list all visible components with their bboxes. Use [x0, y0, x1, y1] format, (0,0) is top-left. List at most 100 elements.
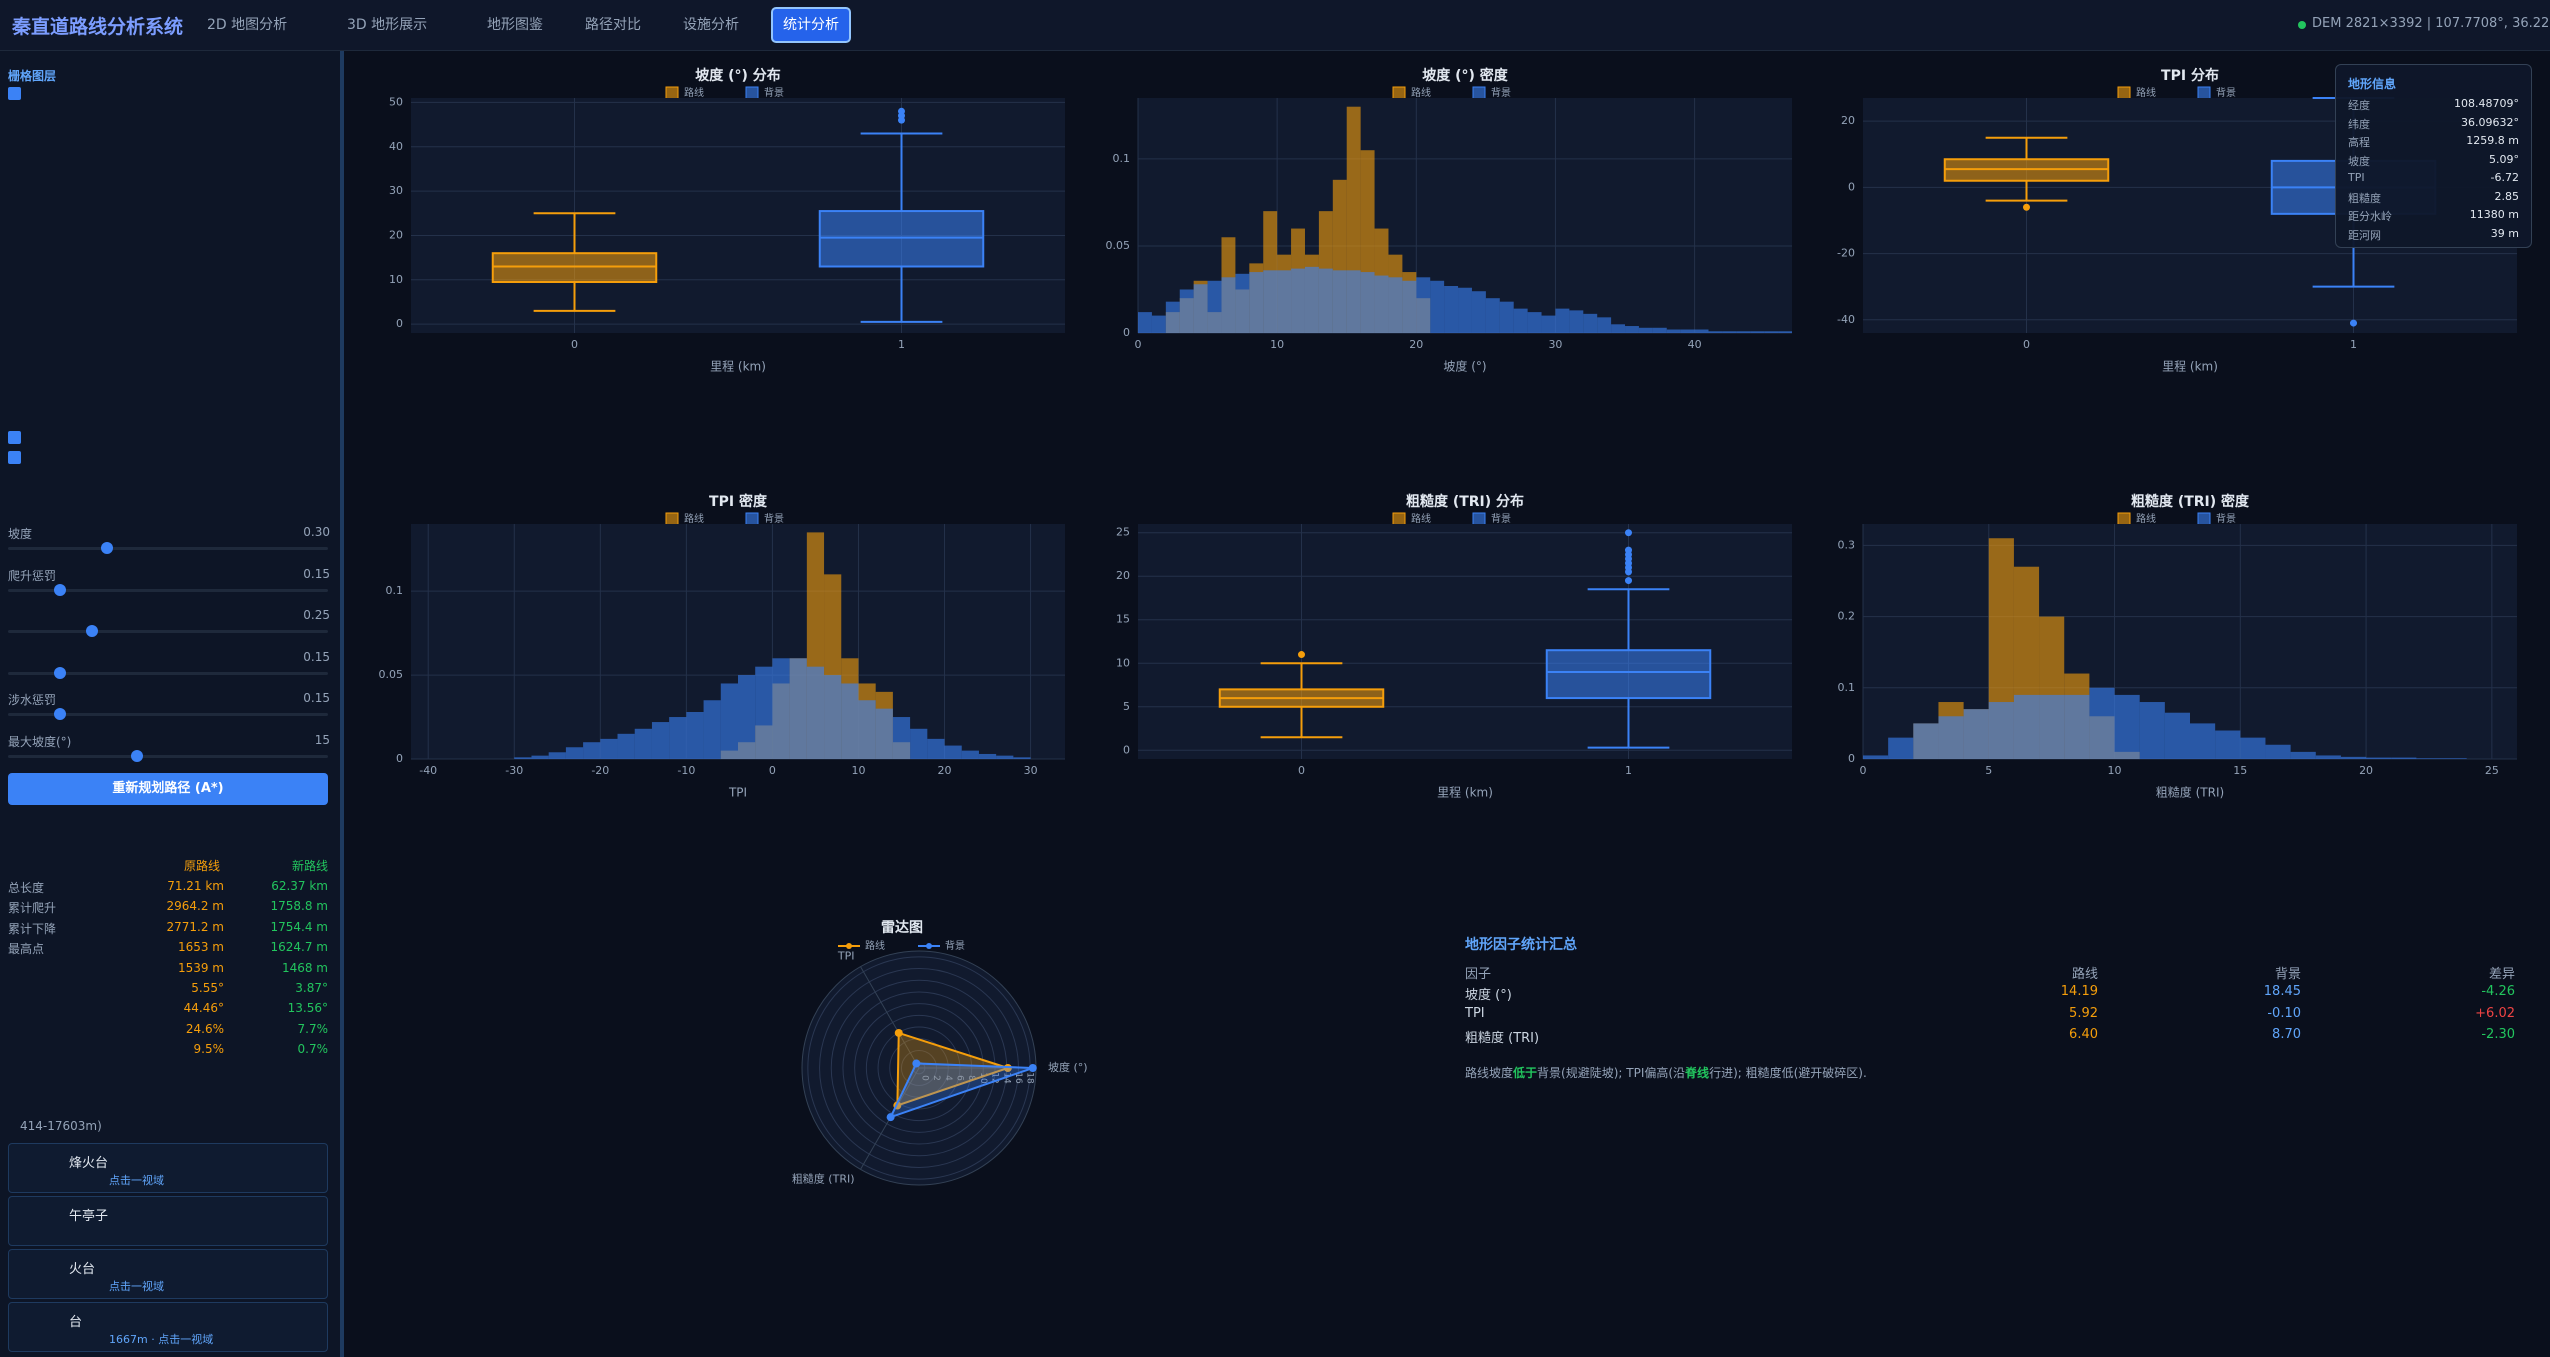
histogram-bar	[2441, 758, 2467, 759]
histogram-bar	[738, 675, 756, 759]
facility-card[interactable]: 烽火台 点击一视域	[8, 1143, 328, 1193]
facility-card[interactable]: 台 1667m · 点击一视域	[8, 1302, 328, 1352]
radar-tick-label: 2	[931, 1075, 941, 1081]
chart-title: TPI 分布	[2161, 67, 2219, 84]
slider-track	[8, 588, 328, 592]
histogram-bar	[1346, 270, 1361, 333]
radar-axis-label: TPI	[837, 949, 855, 962]
replan-button[interactable]: 重新规划路径 (A*)	[8, 773, 328, 805]
histogram-bar	[1444, 286, 1459, 333]
x-tick-label: 0	[1135, 338, 1142, 351]
checkbox[interactable]	[8, 87, 21, 100]
chart-title: TPI 密度	[709, 493, 768, 510]
histogram-bar	[669, 717, 687, 759]
histogram-bar	[1235, 273, 1250, 333]
x-tick-label: 0	[1298, 764, 1305, 777]
radar-area	[896, 1031, 1012, 1107]
legend-label: 背景	[764, 86, 784, 99]
facility-card[interactable]: 午亭子	[8, 1196, 328, 1246]
facility-card[interactable]: 火台 点击一视域	[8, 1249, 328, 1299]
radar-axis	[860, 966, 920, 1069]
histogram-bar	[1360, 272, 1375, 333]
y-tick-label: -40	[1837, 313, 1855, 326]
info-label: 经度	[2348, 99, 2370, 112]
info-value: 1259.8 m	[2466, 134, 2519, 147]
summary-title: 地形因子统计汇总	[1465, 937, 1577, 953]
box	[1545, 649, 1712, 700]
compare-old: 24.6%	[185, 1021, 224, 1036]
outlier	[1625, 546, 1632, 554]
compare-new: 1624.7 m	[270, 940, 329, 955]
x-tick-label: 1	[2350, 338, 2357, 351]
y-tick-label: 0	[1123, 326, 1130, 339]
radar-point	[894, 1028, 903, 1037]
slider-handle[interactable]	[86, 625, 98, 638]
slider-handle[interactable]	[54, 666, 66, 679]
chart-title: 坡度 (°) 分布	[695, 67, 781, 84]
legend-swatch	[1472, 86, 1486, 100]
slider-handle[interactable]	[54, 708, 66, 721]
compare-new: 3.87°	[295, 981, 328, 995]
x-axis-label: 里程 (km)	[710, 359, 766, 374]
legend-label: 路线	[1411, 512, 1431, 525]
nav-tab[interactable]: 2D 地图分析	[207, 17, 288, 33]
checkbox[interactable]	[8, 431, 21, 444]
radar-tick-label: 8	[966, 1075, 976, 1081]
y-tick-label: 25	[1116, 526, 1130, 539]
histogram-bar	[772, 658, 790, 759]
nav-tab[interactable]: 设施分析	[683, 17, 739, 33]
nav-tab[interactable]: 地形图鉴	[487, 17, 543, 33]
slider-track	[8, 630, 328, 634]
histogram-bar	[841, 683, 859, 759]
compare-new: 13.56°	[287, 1001, 328, 1016]
histogram-bar	[583, 742, 601, 759]
histogram-bar	[1374, 275, 1389, 333]
histogram-bar	[1277, 270, 1292, 333]
x-tick-label: 30	[1024, 764, 1038, 777]
summary-cell: 坡度 (°)	[1465, 988, 1512, 1003]
histogram-bar	[1555, 308, 1570, 333]
summary-cell: 粗糙度 (TRI)	[1465, 1031, 1540, 1046]
nav-tab[interactable]: 统计分析	[771, 7, 851, 43]
x-tick-label: 1	[898, 338, 905, 351]
facility-name: 火台	[69, 1262, 96, 1277]
histogram-bar	[1193, 284, 1208, 333]
nav-tab[interactable]: 路径对比	[585, 17, 641, 33]
info-label: 距河网	[2348, 228, 2381, 242]
slider-handle[interactable]	[131, 750, 143, 762]
y-tick-label: 10	[1116, 656, 1130, 669]
facility-link[interactable]: 1667m · 点击一视域	[109, 1333, 214, 1346]
info-value: 39 m	[2490, 226, 2519, 240]
histogram-bar	[1499, 301, 1514, 333]
compare-new: 62.37 km	[271, 879, 328, 893]
compare-label: 总长度	[8, 881, 45, 895]
note-text: 脊线	[1685, 1066, 1710, 1080]
checkbox[interactable]	[8, 451, 21, 464]
chart-title: 坡度 (°) 密度	[1422, 67, 1509, 84]
slider-value: 0.15	[303, 566, 330, 581]
note-text: 路线坡度	[1465, 1066, 1514, 1080]
legend-label: 路线	[1411, 86, 1431, 99]
summary-note: 路线坡度低于背景(规避陡坡); TPI偏高(沿脊线行进); 粗糙度低(避开破碎区…	[1465, 1064, 1867, 1081]
y-tick-label: 0.05	[379, 668, 404, 681]
slider-handle[interactable]	[54, 583, 66, 596]
facility-link[interactable]: 点击一视域	[109, 1280, 164, 1293]
slider-handle[interactable]	[101, 542, 113, 554]
x-axis-label: 粗糙度 (TRI)	[2156, 785, 2224, 800]
info-value: -6.72	[2490, 171, 2519, 184]
compare-old: 44.46°	[183, 1001, 224, 1016]
slider-track	[8, 713, 328, 717]
histogram-bar	[789, 658, 807, 759]
x-tick-label: 10	[851, 764, 865, 777]
histogram-bar	[1541, 315, 1556, 333]
radar-tick-label: 4	[943, 1075, 953, 1081]
nav-tab[interactable]: 3D 地形展示	[347, 17, 428, 33]
histogram-bar	[1527, 312, 1542, 333]
facility-link[interactable]: 点击一视域	[109, 1174, 164, 1187]
y-tick-label: 0.05	[1106, 239, 1131, 252]
x-tick-label: -30	[505, 764, 523, 777]
legend-label: 路线	[684, 512, 704, 525]
